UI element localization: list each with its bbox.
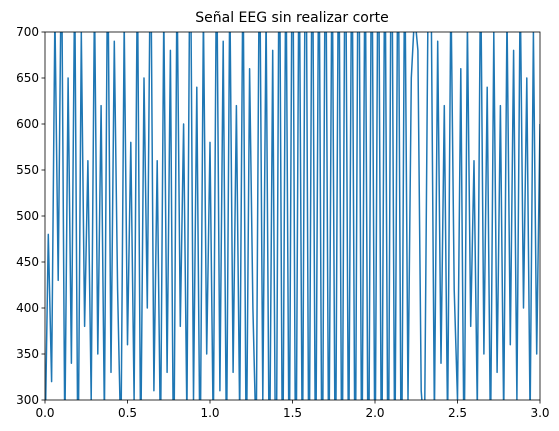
x-tick-label: 3.0	[530, 406, 549, 420]
x-tick-label: 1.5	[283, 406, 302, 420]
x-tick-label: 0.5	[118, 406, 137, 420]
y-tick-label: 500	[16, 209, 39, 223]
y-tick-label: 600	[16, 117, 39, 131]
y-tick-label: 300	[16, 393, 39, 407]
x-tick-label: 0.0	[35, 406, 54, 420]
y-tick-label: 400	[16, 301, 39, 315]
y-tick-label: 550	[16, 163, 39, 177]
x-tick-label: 2.0	[365, 406, 384, 420]
y-tick-label: 350	[16, 347, 39, 361]
y-tick-label: 450	[16, 255, 39, 269]
x-tick-label: 1.0	[200, 406, 219, 420]
plot-area	[45, 32, 540, 400]
chart-title: Señal EEG sin realizar corte	[195, 10, 388, 26]
x-tick-label: 2.5	[448, 406, 467, 420]
line-series	[45, 32, 540, 400]
y-tick-label: 700	[16, 25, 39, 39]
y-tick-label: 650	[16, 71, 39, 85]
